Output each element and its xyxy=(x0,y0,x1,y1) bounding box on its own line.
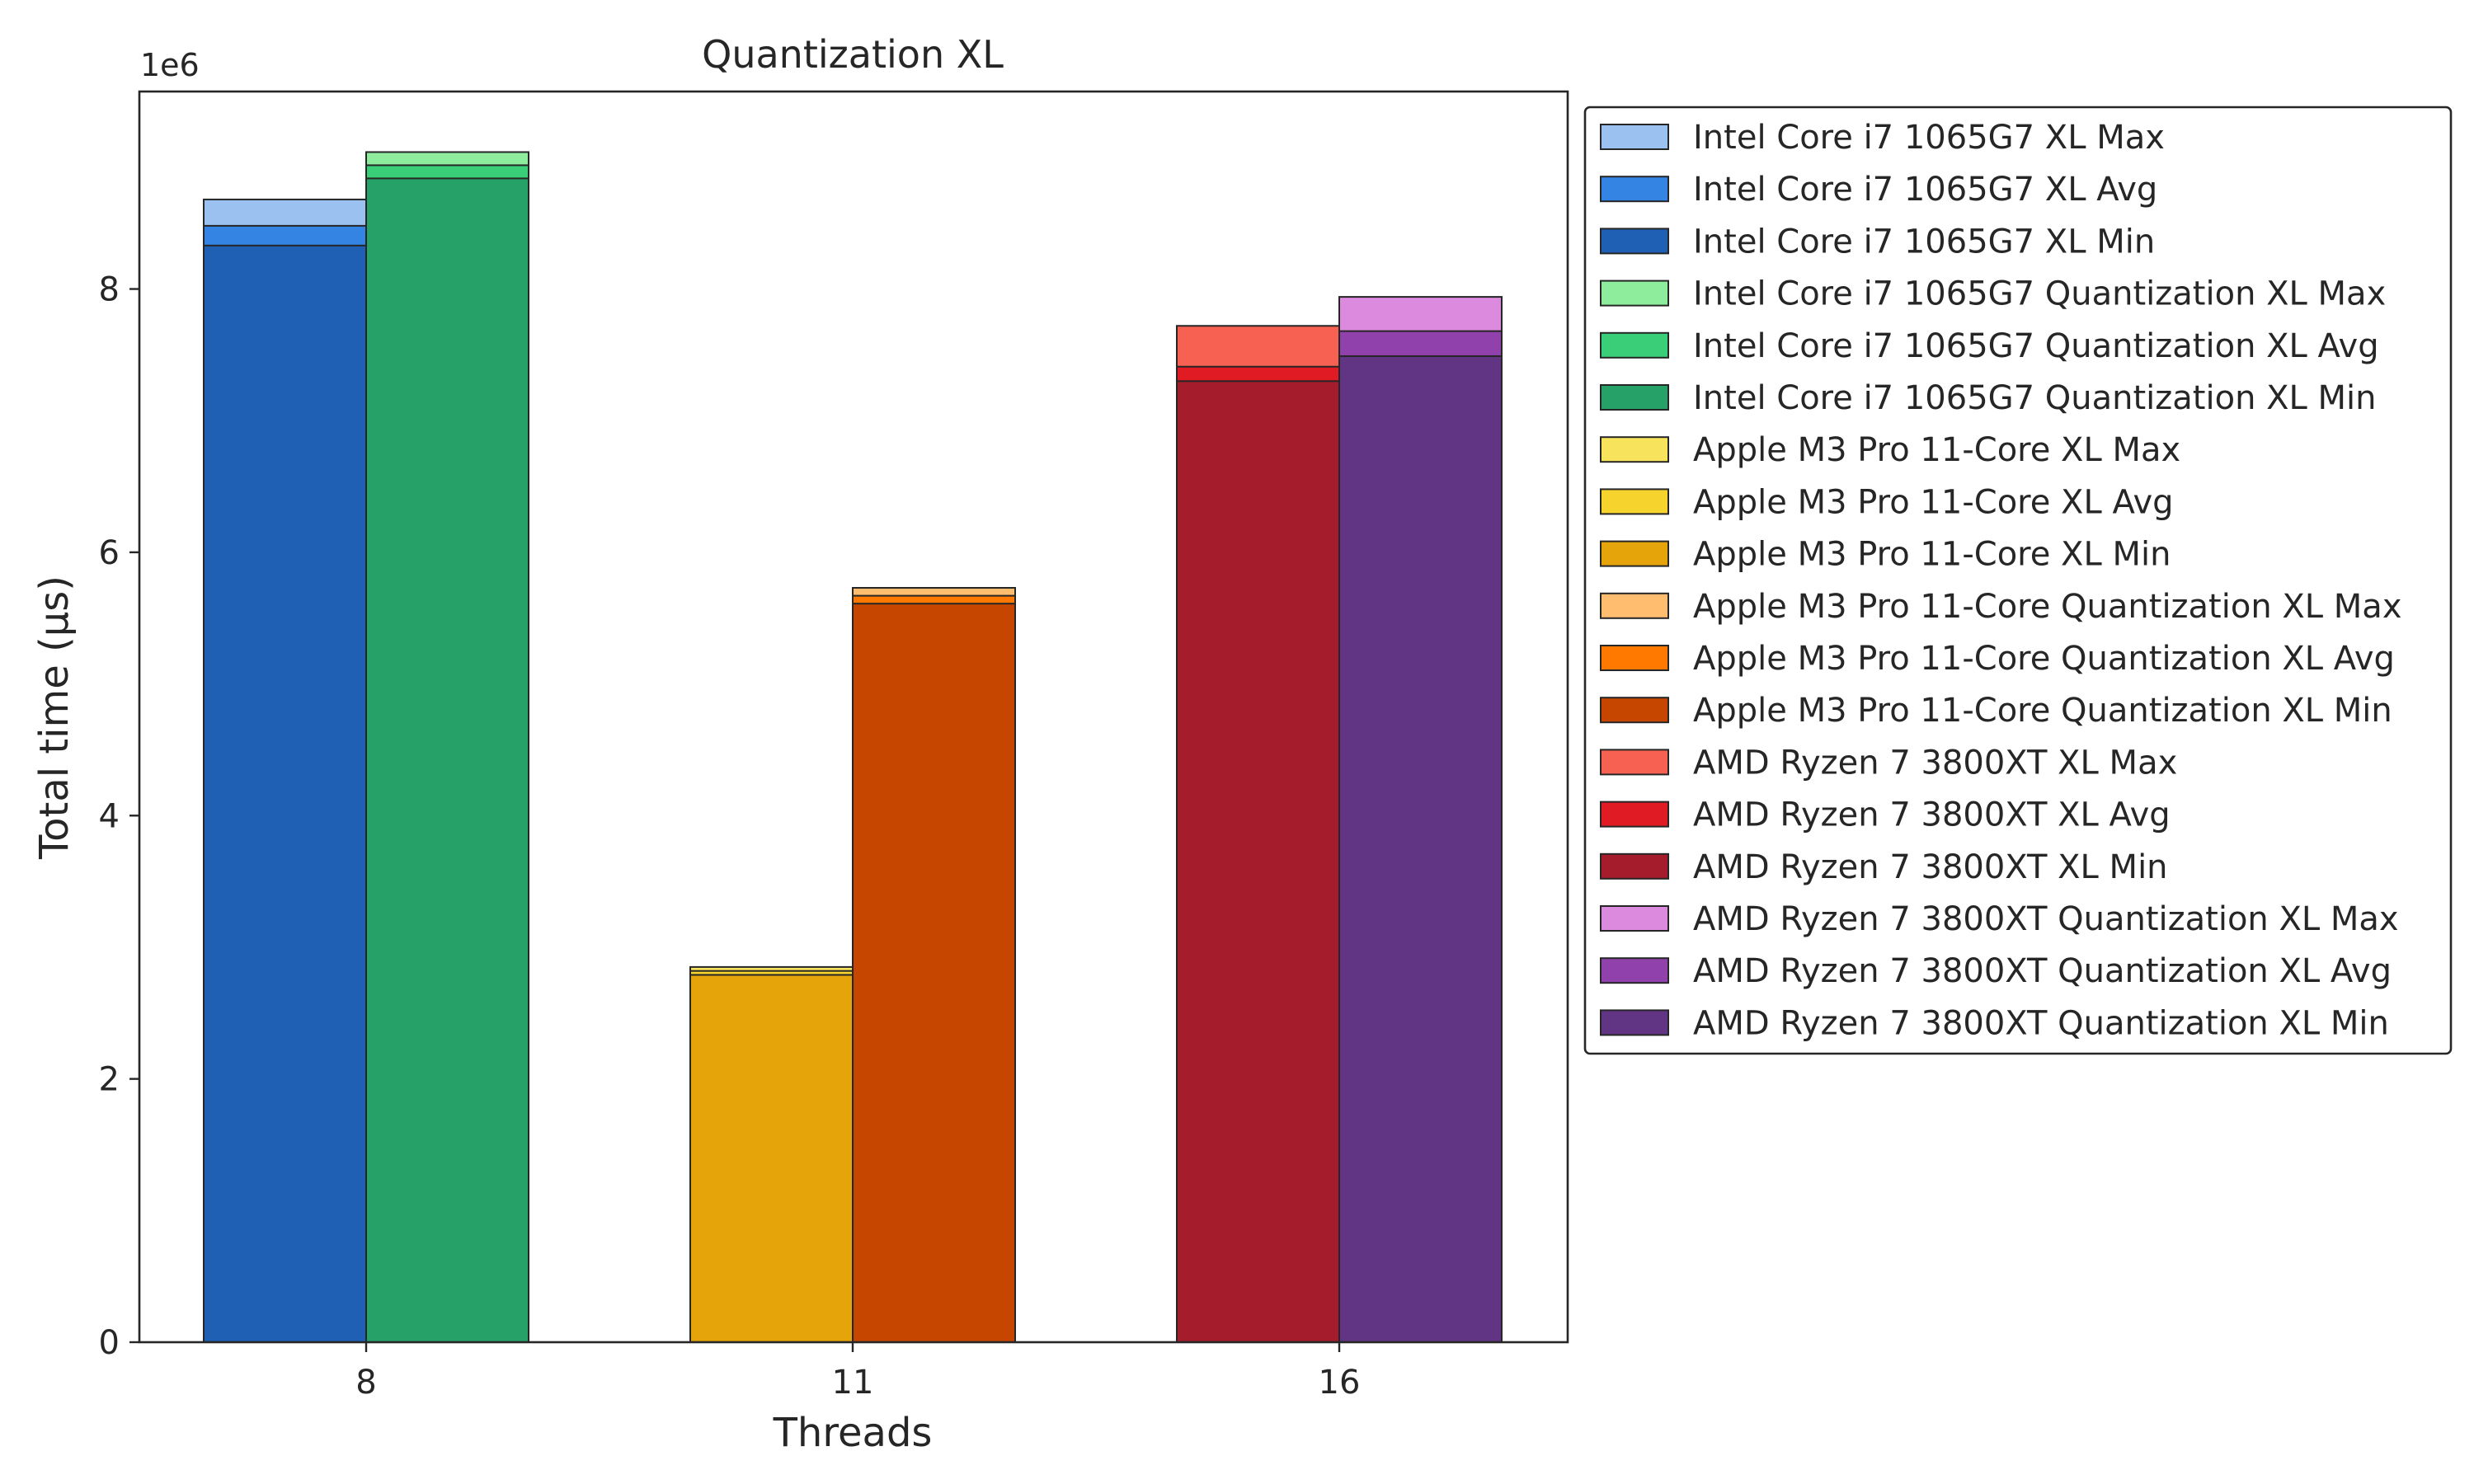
bar-16-0-min xyxy=(1176,380,1340,1343)
legend-label: Apple M3 Pro 11-Core XL Max xyxy=(1693,431,2180,469)
legend-swatch xyxy=(1600,905,1669,932)
legend-swatch xyxy=(1600,1009,1669,1036)
legend-swatch xyxy=(1600,592,1669,619)
legend-label: AMD Ryzen 7 3800XT XL Max xyxy=(1693,744,2177,782)
legend-swatch xyxy=(1600,176,1669,203)
chart-title: Quantization XL xyxy=(702,32,1004,77)
y-tick-label: 4 xyxy=(99,797,120,835)
bar-8-0-min xyxy=(203,244,367,1343)
y-tick-label: 6 xyxy=(99,534,120,572)
legend-swatch xyxy=(1600,228,1669,255)
legend-swatch xyxy=(1600,540,1669,567)
legend-swatch xyxy=(1600,645,1669,671)
bar-11-0-min xyxy=(689,974,854,1344)
legend-label: Intel Core i7 1065G7 XL Max xyxy=(1693,119,2165,157)
legend-label: AMD Ryzen 7 3800XT Quantization XL Avg xyxy=(1693,952,2392,990)
legend-swatch xyxy=(1600,801,1669,828)
y-axis-exponent: 1e6 xyxy=(140,47,200,83)
y-tick-label: 2 xyxy=(99,1061,120,1099)
legend-swatch xyxy=(1600,488,1669,515)
x-tick-label: 11 xyxy=(832,1364,874,1402)
x-tick-label: 16 xyxy=(1319,1364,1361,1402)
legend-label: AMD Ryzen 7 3800XT Quantization XL Max xyxy=(1693,900,2399,938)
legend-label: Intel Core i7 1065G7 XL Min xyxy=(1693,223,2155,261)
x-axis: 8 11 16 xyxy=(355,1342,1360,1402)
legend-label: Apple M3 Pro 11-Core XL Min xyxy=(1693,536,2171,574)
legend-swatch xyxy=(1600,279,1669,307)
legend-swatch xyxy=(1600,384,1669,411)
bars-layer xyxy=(203,151,1503,1344)
legend-swatch xyxy=(1600,957,1669,984)
legend-label: AMD Ryzen 7 3800XT XL Min xyxy=(1693,848,2168,886)
legend-swatch xyxy=(1600,331,1669,359)
legend-label: Apple M3 Pro 11-Core Quantization XL Avg xyxy=(1693,640,2395,678)
bar-11-1-min xyxy=(852,603,1016,1343)
legend-swatch xyxy=(1600,749,1669,776)
legend-frame xyxy=(1583,106,2453,1055)
legend-swatch xyxy=(1600,852,1669,880)
legend-label: Intel Core i7 1065G7 Quantization XL Avg xyxy=(1693,327,2379,365)
x-tick-label: 8 xyxy=(355,1364,376,1402)
legend-swatch xyxy=(1600,124,1669,150)
legend-label: AMD Ryzen 7 3800XT XL Avg xyxy=(1693,796,2171,834)
legend-label: Apple M3 Pro 11-Core Quantization XL Min xyxy=(1693,692,2392,730)
legend-label: Intel Core i7 1065G7 Quantization XL Max xyxy=(1693,275,2386,313)
legend-swatch xyxy=(1600,697,1669,724)
legend-label: Apple M3 Pro 11-Core Quantization XL Max xyxy=(1693,588,2402,626)
y-axis: 0 2 4 6 8 xyxy=(99,271,139,1362)
x-axis-label: Threads xyxy=(773,1410,933,1456)
legend-label: Apple M3 Pro 11-Core XL Avg xyxy=(1693,483,2174,521)
y-tick-label: 0 xyxy=(99,1324,120,1362)
legend: Intel Core i7 1065G7 XL Max Intel Core i7… xyxy=(1583,106,2453,1055)
bar-16-1-min xyxy=(1338,355,1503,1344)
legend-label: Intel Core i7 1065G7 XL Avg xyxy=(1693,171,2157,209)
bar-8-1-min xyxy=(365,177,529,1343)
legend-label: Intel Core i7 1065G7 Quantization XL Min xyxy=(1693,379,2377,417)
legend-label: AMD Ryzen 7 3800XT Quantization XL Min xyxy=(1693,1004,2389,1042)
y-tick-label: 8 xyxy=(99,271,120,309)
legend-swatch xyxy=(1600,436,1669,463)
y-axis-label: Total time (µs) xyxy=(31,575,78,860)
